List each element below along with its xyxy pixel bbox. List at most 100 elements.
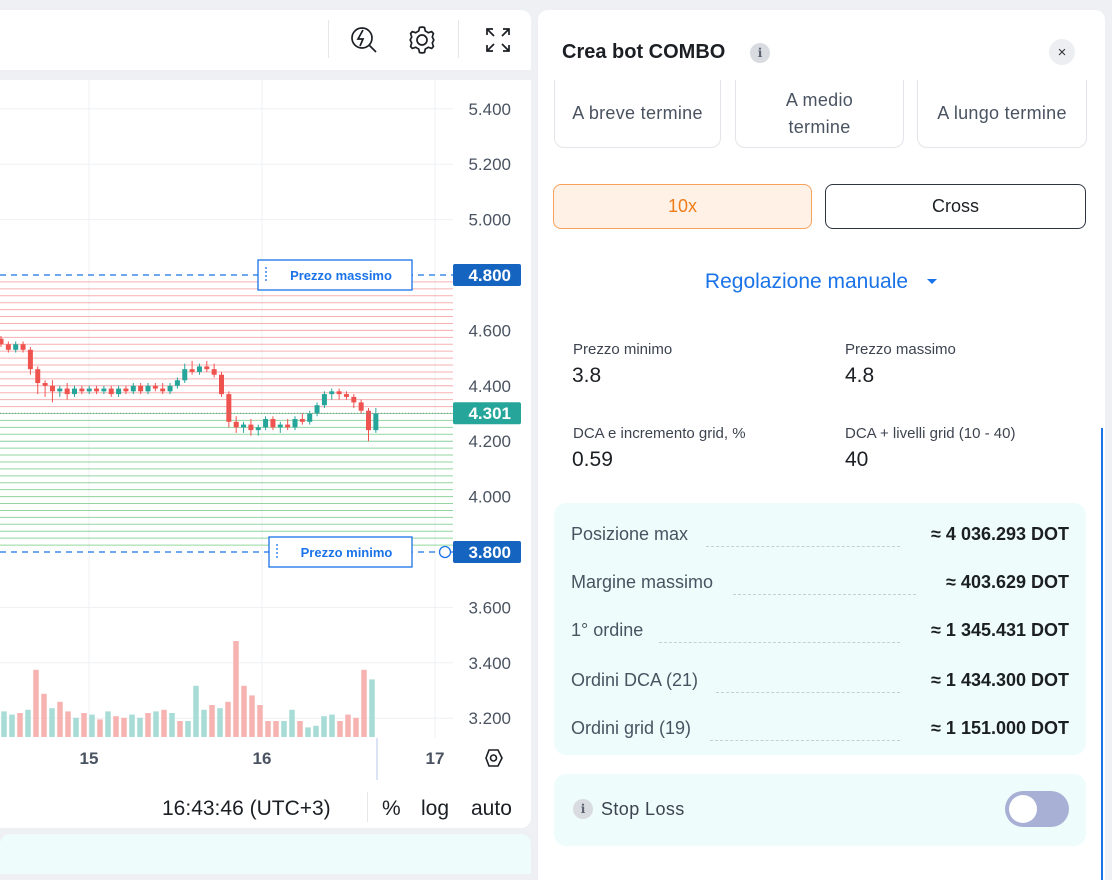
volume-bar bbox=[113, 716, 119, 737]
settings-icon[interactable] bbox=[403, 22, 441, 58]
margin-mode-button[interactable]: Cross bbox=[825, 184, 1086, 229]
candle-body bbox=[314, 405, 320, 414]
create-bot-panel: Crea bot COMBO i × A breve termine A med… bbox=[538, 10, 1105, 880]
summary-value: ≈ 1 345.431 DOT bbox=[931, 620, 1069, 640]
price-tick-label: 4.400 bbox=[468, 377, 511, 396]
summary-label: Ordini grid (19) bbox=[571, 718, 692, 738]
grid-increment-label: DCA e incremento grid, % bbox=[573, 425, 746, 442]
axis-settings-icon[interactable] bbox=[485, 749, 503, 767]
candle-body bbox=[226, 394, 232, 422]
volume-bar bbox=[281, 721, 287, 737]
candle-body bbox=[255, 427, 261, 431]
auto-scale-button[interactable]: auto bbox=[471, 797, 512, 820]
candle-body bbox=[108, 388, 114, 395]
quick-search-icon[interactable] bbox=[345, 22, 383, 58]
candle-body bbox=[160, 388, 166, 392]
volume-bar bbox=[153, 711, 159, 737]
dotted-leader bbox=[659, 642, 900, 643]
candle-body bbox=[307, 413, 313, 422]
leverage-button[interactable]: 10x bbox=[553, 184, 812, 229]
fullscreen-icon[interactable] bbox=[479, 22, 517, 58]
candle-body bbox=[79, 388, 85, 392]
volume-bar bbox=[321, 716, 327, 737]
candle-body bbox=[13, 344, 19, 350]
dotted-leader bbox=[706, 546, 900, 547]
stop-loss-toggle[interactable] bbox=[1005, 791, 1069, 827]
dotted-leader bbox=[733, 594, 916, 595]
candle-body bbox=[116, 388, 122, 395]
candle-body bbox=[189, 369, 195, 372]
candle-body bbox=[57, 388, 63, 392]
caret-down-icon bbox=[927, 279, 938, 284]
candle-body bbox=[351, 396, 357, 403]
min-price-label-box bbox=[268, 536, 413, 568]
max-price-input[interactable]: 4.8 bbox=[845, 364, 875, 387]
candle-body bbox=[72, 388, 77, 395]
candle-body bbox=[292, 419, 298, 428]
price-chart[interactable]: 5.400 5.200 5.000 4.600 4.400 4.200 4.000 3.600… bbox=[0, 80, 531, 780]
summary-value: ≈ 1 151.000 DOT bbox=[931, 718, 1069, 738]
info-icon[interactable]: i bbox=[750, 43, 770, 63]
close-button[interactable]: × bbox=[1049, 39, 1075, 65]
candle-body bbox=[299, 419, 305, 422]
grid-increment-input[interactable]: 0.59 bbox=[572, 448, 613, 471]
candle-body bbox=[152, 385, 158, 389]
term-short-button[interactable]: A breve termine bbox=[554, 80, 721, 148]
toolbar-divider bbox=[458, 20, 459, 58]
info-icon[interactable]: i bbox=[573, 799, 593, 819]
chart-toolbar bbox=[0, 10, 531, 70]
stop-loss-box: i Stop Loss bbox=[554, 774, 1086, 846]
price-tick-label: 5.200 bbox=[468, 155, 511, 174]
percent-scale-button[interactable]: % bbox=[382, 797, 401, 820]
candle-body bbox=[130, 385, 136, 392]
candle-body bbox=[336, 391, 342, 395]
candle-body bbox=[211, 369, 217, 375]
candle-body bbox=[42, 383, 48, 386]
log-scale-button[interactable]: log bbox=[421, 797, 450, 820]
max-price-label: Prezzo massimo bbox=[845, 341, 956, 358]
candle-body bbox=[123, 388, 129, 392]
manual-adjustment-dropdown[interactable]: Regolazione manuale bbox=[538, 270, 1105, 294]
volume-bar bbox=[89, 714, 95, 737]
chart-time: 16:43:46 (UTC+3) bbox=[162, 797, 331, 820]
candle-body bbox=[248, 424, 254, 431]
panel-scrollbar[interactable] bbox=[1101, 428, 1103, 880]
term-medium-button[interactable]: A medio termine bbox=[735, 80, 904, 148]
volume-bar bbox=[249, 695, 255, 737]
volume-bar bbox=[201, 709, 207, 737]
min-price-input[interactable]: 3.8 bbox=[572, 364, 602, 387]
grid-levels-label: DCA + livelli grid (10 - 40) bbox=[845, 425, 1016, 442]
grid-levels-input[interactable]: 40 bbox=[845, 448, 869, 471]
volume-bar bbox=[81, 713, 87, 737]
min-price-handle bbox=[438, 545, 452, 559]
volume-bar bbox=[105, 711, 111, 737]
max-price-label-box bbox=[257, 259, 413, 291]
price-tick-label: 5.000 bbox=[468, 211, 511, 230]
candle-body bbox=[20, 344, 26, 350]
chart-footer: 16:43:46 (UTC+3) % log auto bbox=[0, 780, 531, 828]
candle-body bbox=[27, 349, 33, 370]
volume-bar bbox=[185, 721, 191, 737]
volume-bar bbox=[169, 713, 175, 737]
candle-body bbox=[145, 385, 151, 392]
volume-bar bbox=[33, 669, 39, 737]
price-tick-label: 3.200 bbox=[468, 709, 511, 728]
candle-body bbox=[241, 424, 247, 428]
candle-body bbox=[277, 424, 283, 428]
volume-bar bbox=[97, 719, 103, 737]
volume-bar bbox=[177, 721, 183, 737]
hexagon-shape bbox=[485, 749, 503, 767]
term-long-button[interactable]: A lungo termine bbox=[917, 80, 1087, 148]
volume-bar bbox=[353, 717, 359, 737]
hexagon-center bbox=[489, 754, 498, 762]
candle-body bbox=[263, 419, 269, 428]
volume-bar bbox=[73, 717, 79, 737]
candle-body bbox=[270, 419, 276, 428]
volume-bar bbox=[209, 705, 215, 737]
summary-label: Ordini DCA (21) bbox=[571, 670, 699, 690]
min-price-label-text: Prezzo minimo bbox=[301, 545, 393, 560]
volume-bar bbox=[273, 721, 279, 737]
max-price-label-text: Prezzo massimo bbox=[290, 268, 392, 283]
volume-bar bbox=[233, 641, 239, 737]
volume-bar bbox=[345, 714, 351, 737]
